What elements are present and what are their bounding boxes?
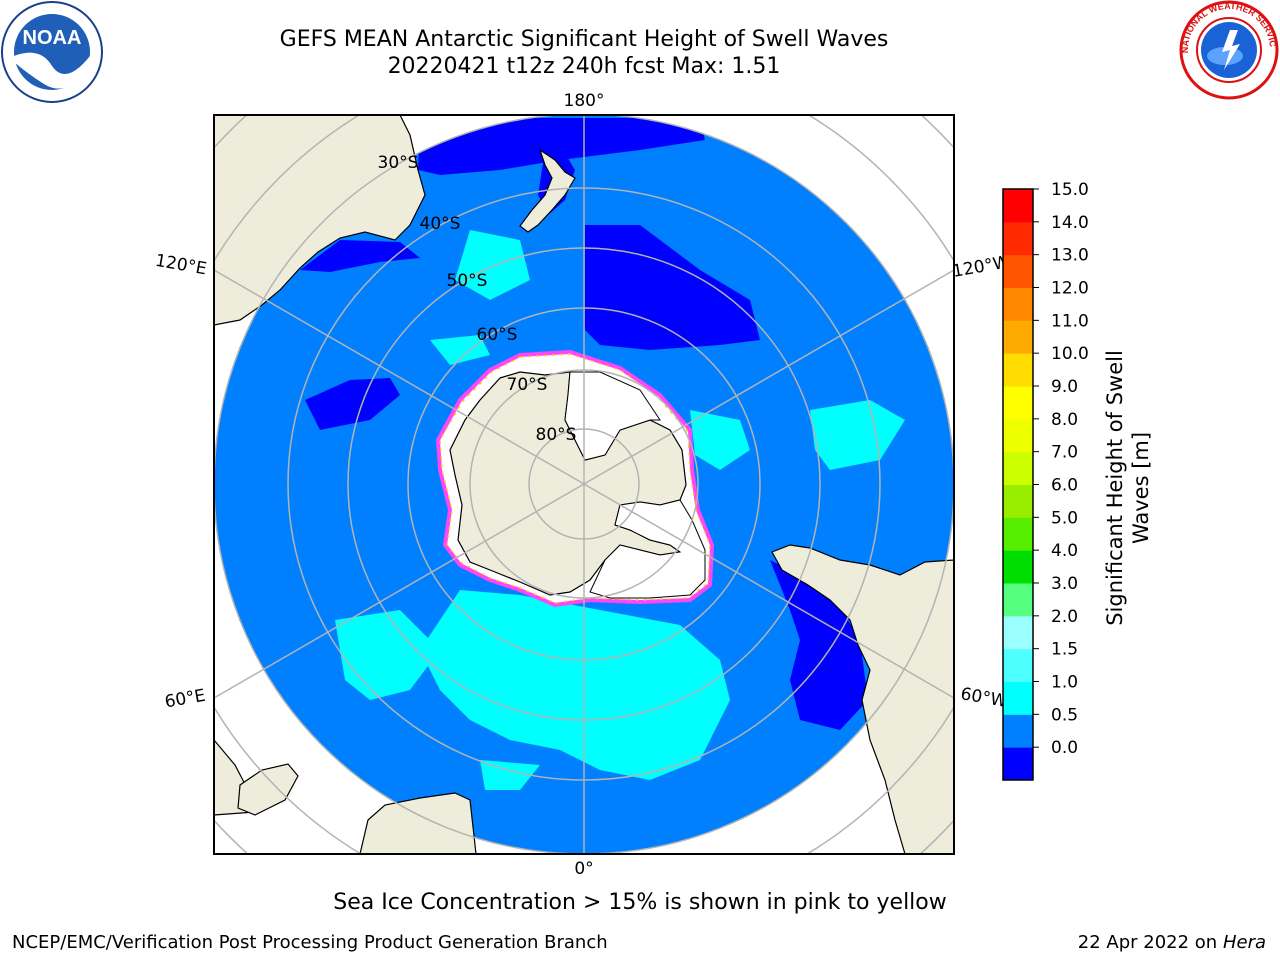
- colorbar: 15.0 14.0 13.0 12.0 11.0 10.0 9.0 8.0 7.0 6.0 5.0 4…: [1002, 180, 1089, 781]
- colorbar-segment: [1003, 287, 1033, 321]
- colorbar-segment: [1003, 418, 1033, 453]
- colorbar-segment: [1003, 615, 1033, 650]
- noaa-logo: NOAA: [1, 1, 103, 103]
- colorbar-segment: [1003, 353, 1033, 387]
- map-subtitle: 20220421 t12z 240h fcst Max: 1.51: [387, 54, 781, 79]
- swell-region-high: [430, 335, 490, 365]
- map-frame: [213, 114, 955, 855]
- swell-region-high: [335, 610, 440, 700]
- svg-text:Significant Height of Swell: Significant Height of Swell: [1103, 350, 1127, 626]
- madagascar-land: [237, 763, 299, 816]
- date-text: 22 Apr 2022 on Hera: [1077, 932, 1266, 953]
- lat-label-70s: 70°S: [507, 375, 548, 395]
- colorbar-tick-label: 6.0: [1051, 476, 1078, 496]
- colorbar-segment: [1003, 386, 1033, 420]
- colorbar-tick-label: 14.0: [1051, 213, 1089, 233]
- colorbar-tick-label: 0.5: [1051, 705, 1078, 725]
- swell-region-high: [810, 400, 905, 470]
- lon-label-60e: 60°E: [163, 686, 207, 713]
- credit-text: NCEP/EMC/Verification Post Processing Pr…: [12, 932, 608, 953]
- svg-text:Waves [m]: Waves [m]: [1129, 432, 1153, 544]
- new-zealand-land: [519, 148, 576, 233]
- colorbar-segment: [1003, 681, 1033, 715]
- colorbar-tick-label: 7.0: [1051, 443, 1078, 463]
- colorbar-segment: [1003, 517, 1033, 551]
- graticule: [214, 115, 954, 854]
- colorbar-tick-label: 15.0: [1051, 180, 1089, 200]
- sea-ice-caption: Sea Ice Concentration > 15% is shown in …: [333, 890, 947, 915]
- colorbar-segment: [1003, 714, 1033, 748]
- swell-region-low: [300, 240, 420, 272]
- swell-region-low: [305, 378, 400, 430]
- swell-region-high: [480, 760, 540, 790]
- colorbar-segment: [1003, 451, 1033, 485]
- colorbar-segment: [1003, 189, 1033, 223]
- colorbar-segment: [1003, 583, 1033, 617]
- colorbar-segment: [1003, 550, 1033, 584]
- colorbar-tick-label: 10.0: [1051, 344, 1089, 364]
- colorbar-label: Significant Height of Swell Waves [m]: [1103, 350, 1153, 626]
- lat-label-60s: 60°S: [477, 325, 518, 345]
- colorbar-segment: [1003, 221, 1033, 256]
- colorbar-tick-label: 1.0: [1051, 673, 1078, 693]
- colorbar-tick-label: 5.0: [1051, 508, 1078, 528]
- colorbar-tick-label: 2.0: [1051, 607, 1078, 627]
- colorbar-tick-label: 1.5: [1051, 640, 1078, 660]
- lon-label-60w: 60°W: [959, 684, 1009, 712]
- map-title: GEFS MEAN Antarctic Significant Height o…: [279, 27, 889, 52]
- colorbar-tick-label: 9.0: [1051, 377, 1078, 397]
- colorbar-tick-label: 13.0: [1051, 246, 1089, 266]
- colorbar-segment: [1003, 254, 1033, 288]
- noaa-logo-text: NOAA: [23, 27, 82, 49]
- lat-label-40s: 40°S: [420, 214, 461, 234]
- lat-label-80s: 80°S: [536, 425, 577, 445]
- swell-region-low: [585, 225, 760, 350]
- nws-logo: NATIONAL WEATHER SERVICE: [1178, 0, 1279, 100]
- swell-region-high: [690, 410, 750, 470]
- lat-label-30s: 30°S: [378, 153, 419, 173]
- lon-label-0: 0°: [574, 859, 593, 879]
- colorbar-tick-label: 8.0: [1051, 410, 1078, 430]
- colorbar-tick-label: 11.0: [1051, 311, 1089, 331]
- swell-region-low: [770, 560, 868, 730]
- colorbar-tick-label: 3.0: [1051, 574, 1078, 594]
- colorbar-segment: [1003, 484, 1033, 518]
- swell-region-low: [418, 118, 705, 175]
- lon-label-180: 180°: [564, 91, 605, 111]
- lon-label-120e: 120°E: [154, 251, 208, 280]
- colorbar-segment: [1003, 747, 1033, 781]
- swell-region-high: [455, 230, 530, 300]
- colorbar-tick-label: 4.0: [1051, 541, 1078, 561]
- colorbar-segment: [1003, 320, 1033, 354]
- lat-label-50s: 50°S: [447, 271, 488, 291]
- colorbar-segment: [1003, 648, 1033, 682]
- colorbar-tick-label: 12.0: [1051, 279, 1089, 299]
- colorbar-tick-label: 0.0: [1051, 738, 1078, 758]
